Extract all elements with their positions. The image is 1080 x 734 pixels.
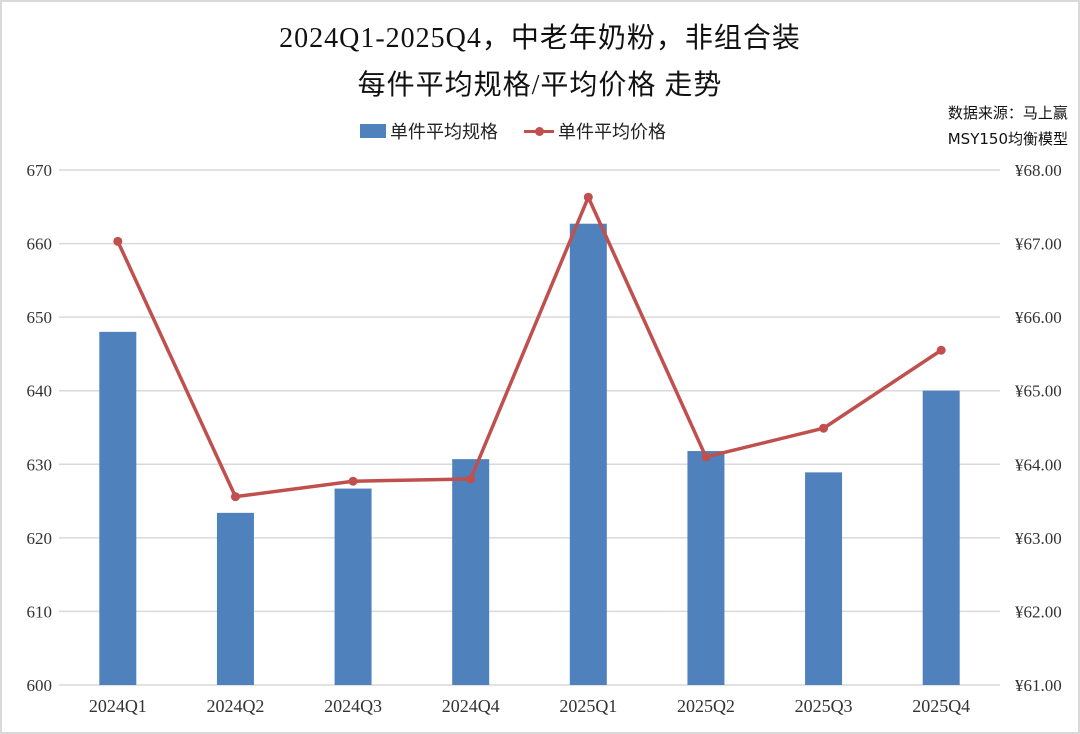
- chart-title-line-2: 每件平均规格/平均价格 走势: [357, 70, 723, 101]
- data-source-note: 数据来源：马上赢 MSY150均衡模型: [948, 100, 1068, 152]
- price-marker: [819, 423, 829, 433]
- right-axis-tick: ¥64.00: [1015, 455, 1062, 474]
- legend-item-line: 单件平均价格: [524, 118, 666, 144]
- chart-title-line-1: 2024Q1-2025Q4，中老年奶粉，非组合装: [279, 23, 801, 54]
- right-axis-tick: ¥62.00: [1015, 602, 1062, 621]
- right-axis-tick: ¥65.00: [1015, 382, 1062, 401]
- x-axis-tick: 2025Q2: [677, 696, 735, 716]
- price-marker: [113, 236, 123, 246]
- x-axis-tick: 2024Q1: [89, 696, 147, 716]
- line-marker-icon: [524, 124, 554, 138]
- right-axis-tick: ¥61.00: [1015, 676, 1062, 695]
- bar: [569, 223, 607, 685]
- right-axis-tick: ¥67.00: [1015, 235, 1062, 254]
- source-line-1: 数据来源：马上赢: [947, 104, 1068, 122]
- left-axis-tick: 660: [27, 235, 53, 254]
- right-axis-tick: ¥63.00: [1015, 529, 1062, 548]
- x-axis-tick: 2025Q1: [559, 696, 617, 716]
- price-marker: [701, 452, 711, 462]
- price-marker: [936, 345, 946, 355]
- bar-swatch-icon: [360, 124, 386, 138]
- bar: [452, 459, 490, 685]
- x-axis-tick: 2024Q3: [324, 696, 382, 716]
- x-axis-tick: 2025Q4: [912, 696, 970, 716]
- legend-bar-label: 单件平均规格: [390, 122, 498, 143]
- left-axis-tick: 610: [27, 602, 53, 621]
- x-axis-tick: 2025Q3: [795, 696, 853, 716]
- right-axis-tick: ¥66.00: [1015, 308, 1062, 327]
- price-marker: [348, 476, 358, 486]
- bar: [216, 512, 254, 685]
- price-line: [116, 195, 943, 499]
- left-axis-tick: 620: [27, 529, 53, 548]
- left-axis-tick: 630: [27, 455, 53, 474]
- chart-legend: 单件平均规格 单件平均价格: [360, 118, 666, 144]
- bar: [99, 331, 137, 685]
- bar: [687, 451, 725, 685]
- price-marker: [583, 192, 593, 202]
- price-marker: [230, 492, 240, 502]
- legend-line-label: 单件平均价格: [558, 122, 666, 143]
- bar: [334, 488, 372, 685]
- left-axis-tick: 670: [27, 161, 53, 180]
- bar: [805, 472, 843, 685]
- right-axis-tick: ¥68.00: [1015, 161, 1062, 180]
- source-line-2: MSY150均衡模型: [947, 130, 1068, 148]
- left-axis-tick: 650: [27, 308, 53, 327]
- price-marker: [466, 474, 476, 484]
- x-axis-tick: 2024Q4: [442, 696, 500, 716]
- x-axis-tick: 2024Q2: [206, 696, 264, 716]
- legend-item-bar: 单件平均规格: [360, 118, 498, 144]
- left-axis-tick: 600: [27, 676, 53, 695]
- left-axis-tick: 640: [27, 382, 53, 401]
- bar: [922, 390, 960, 685]
